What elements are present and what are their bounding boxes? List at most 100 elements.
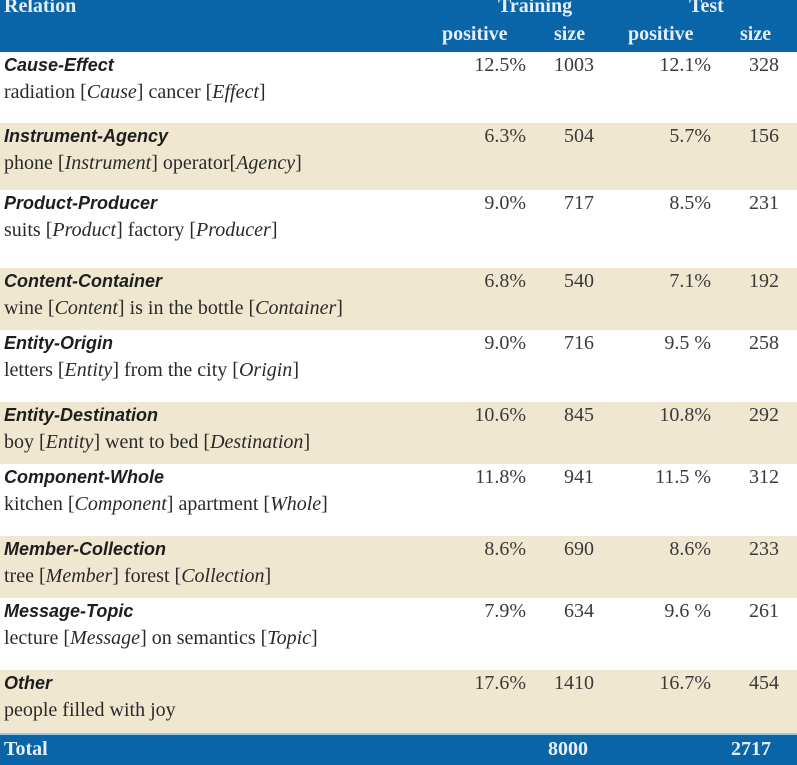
- train-size-cell: 540: [564, 270, 594, 292]
- train-positive-cell: 10.6%: [474, 404, 526, 426]
- argument-role: Topic: [267, 627, 312, 649]
- test-size-cell: 261: [749, 600, 779, 622]
- total-test-size: 2717: [731, 738, 771, 760]
- table-row: Instrument-Agency phone [Instrument] oper…: [0, 123, 797, 190]
- total-label: Total: [4, 738, 48, 760]
- test-size-cell: 258: [749, 332, 779, 354]
- relation-name: Component-Whole: [4, 467, 164, 487]
- test-size-cell: 231: [749, 192, 779, 214]
- table-header: Relation Training Test positive size pos…: [0, 0, 797, 52]
- header-training-positive: positive: [442, 23, 508, 45]
- table-row: Content-Container wine [Content] is in th…: [0, 268, 797, 330]
- header-test-size: size: [740, 23, 772, 45]
- train-size-cell: 1410: [554, 672, 594, 694]
- train-positive-cell: 7.9%: [484, 600, 526, 622]
- train-positive-cell: 9.0%: [484, 332, 526, 354]
- relation-example: lecture [Message] on semantics [Topic]: [4, 627, 318, 649]
- relation-name: Message-Topic: [4, 601, 134, 621]
- test-positive-cell: 11.5 %: [655, 466, 711, 488]
- test-positive-cell: 12.1%: [659, 54, 711, 76]
- test-size-cell: 454: [749, 672, 779, 694]
- total-train-size: 8000: [548, 738, 588, 760]
- train-size-cell: 845: [564, 404, 594, 426]
- train-size-cell: 504: [564, 125, 594, 147]
- test-positive-cell: 10.8%: [659, 404, 711, 426]
- argument-role: Container: [255, 297, 337, 319]
- relation-name: Product-Producer: [4, 193, 158, 213]
- test-size-cell: 233: [749, 538, 779, 560]
- train-size-cell: 1003: [554, 54, 594, 76]
- argument-role: Content: [54, 297, 118, 319]
- table-row: Cause-Effect radiation [Cause] cancer [Ef…: [0, 52, 797, 123]
- test-size-cell: 192: [749, 270, 779, 292]
- relation-example: tree [Member] forest [Collection]: [4, 565, 272, 587]
- table-row: Entity-Origin letters [Entity] from the c…: [0, 330, 797, 402]
- relation-example: wine [Content] is in the bottle [Contain…: [4, 297, 343, 319]
- test-positive-cell: 8.6%: [669, 538, 711, 560]
- argument-role: Component: [74, 493, 167, 515]
- relation-name: Entity-Destination: [4, 405, 159, 425]
- test-size-cell: 292: [749, 404, 779, 426]
- header-test-positive: positive: [628, 23, 694, 45]
- relation-example: phone [Instrument] operator[Agency]: [4, 152, 302, 174]
- test-positive-cell: 9.6 %: [664, 600, 711, 622]
- test-positive-cell: 5.7%: [669, 125, 711, 147]
- test-positive-cell: 7.1%: [669, 270, 711, 292]
- train-positive-cell: 11.8%: [475, 466, 526, 488]
- relation-example: kitchen [Component] apartment [Whole]: [4, 493, 328, 515]
- table-row: Product-Producer suits [Product] factory …: [0, 190, 797, 268]
- header-test: Test: [689, 0, 724, 17]
- argument-role: Whole: [270, 493, 322, 515]
- argument-role: Destination: [210, 431, 304, 453]
- relation-example: people filled with joy: [4, 699, 176, 721]
- train-positive-cell: 17.6%: [474, 672, 526, 694]
- train-positive-cell: 12.5%: [474, 54, 526, 76]
- test-size-cell: 328: [749, 54, 779, 76]
- table-row: Entity-Destination boy [Entity] went to b…: [0, 402, 797, 464]
- test-size-cell: 312: [749, 466, 779, 488]
- header-relation: Relation: [4, 0, 77, 17]
- train-positive-cell: 6.8%: [484, 270, 526, 292]
- relation-name: Other: [4, 673, 53, 693]
- argument-role: Producer: [196, 219, 271, 241]
- train-size-cell: 717: [564, 192, 594, 214]
- relation-example: letters [Entity] from the city [Origin]: [4, 359, 299, 381]
- relation-example: boy [Entity] went to bed [Destination]: [4, 431, 311, 453]
- argument-role: Collection: [181, 565, 265, 587]
- table-row: Other people filled with joy 17.6% 1410 16.7…: [0, 670, 797, 733]
- relation-example: suits [Product] factory [Producer]: [4, 219, 278, 241]
- table-row: Member-Collection tree [Member] forest [C…: [0, 536, 797, 598]
- argument-role: Entity: [64, 359, 113, 381]
- train-size-cell: 941: [564, 466, 594, 488]
- table-row: Message-Topic lecture [Message] on semant…: [0, 598, 797, 670]
- table-row: Component-Whole kitchen [Component] apart…: [0, 464, 797, 536]
- test-positive-cell: 8.5%: [669, 192, 711, 214]
- total-row: Total 8000 2717: [0, 733, 797, 765]
- relation-name: Content-Container: [4, 271, 162, 291]
- argument-role: Instrument: [64, 152, 152, 174]
- argument-role: Product: [52, 219, 117, 241]
- train-positive-cell: 6.3%: [484, 125, 526, 147]
- argument-role: Message: [70, 627, 141, 649]
- argument-role: Cause: [86, 81, 137, 103]
- header-training-size: size: [554, 23, 586, 45]
- test-positive-cell: 9.5 %: [664, 332, 711, 354]
- argument-role: Entity: [45, 431, 94, 453]
- relation-name: Cause-Effect: [4, 55, 114, 75]
- train-positive-cell: 9.0%: [484, 192, 526, 214]
- argument-role: Effect: [212, 81, 259, 103]
- relation-name: Instrument-Agency: [4, 126, 169, 146]
- relation-name: Entity-Origin: [4, 333, 113, 353]
- argument-role: Member: [45, 565, 113, 587]
- argument-role: Origin: [238, 359, 293, 381]
- relation-name: Member-Collection: [4, 539, 167, 559]
- train-positive-cell: 8.6%: [484, 538, 526, 560]
- test-size-cell: 156: [749, 125, 779, 147]
- train-size-cell: 634: [564, 600, 594, 622]
- relation-example: radiation [Cause] cancer [Effect]: [4, 81, 266, 103]
- test-positive-cell: 16.7%: [659, 672, 711, 694]
- train-size-cell: 690: [564, 538, 594, 560]
- argument-role: Agency: [236, 152, 296, 174]
- header-training: Training: [498, 0, 573, 17]
- train-size-cell: 716: [564, 332, 594, 354]
